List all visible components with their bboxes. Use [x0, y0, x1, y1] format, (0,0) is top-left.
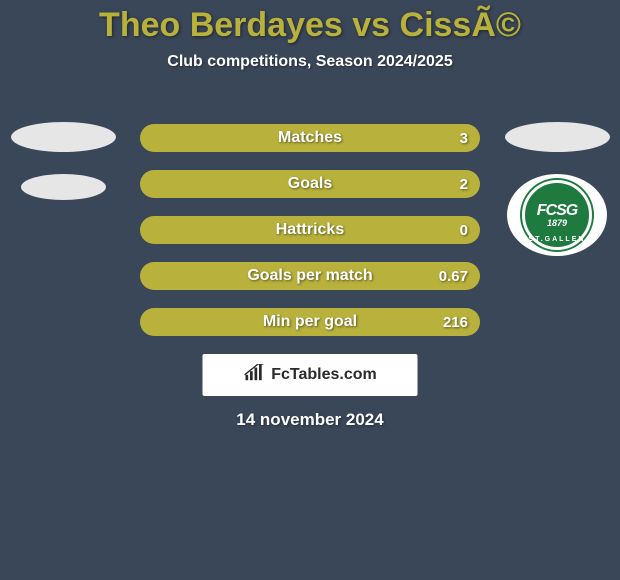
stat-bar: Matches 3 — [140, 124, 480, 152]
stat-label: Min per goal — [263, 313, 357, 331]
left-player-column — [8, 122, 118, 200]
player-photo-placeholder — [505, 122, 610, 152]
club-badge-placeholder — [21, 174, 106, 200]
club-year: 1879 — [547, 219, 567, 228]
right-player-column: FCSG 1879 ST.GALLEN — [502, 122, 612, 256]
stat-value: 0.67 — [439, 268, 468, 285]
club-abbrev: FCSG — [537, 203, 577, 219]
stat-label: Hattricks — [276, 221, 344, 239]
stat-value: 216 — [443, 314, 468, 331]
stat-bar: Hattricks 0 — [140, 216, 480, 244]
bar-chart-icon — [243, 364, 265, 387]
club-badge: FCSG 1879 ST.GALLEN — [507, 174, 607, 256]
stat-label: Goals per match — [247, 267, 372, 285]
stat-bar: Goals 2 — [140, 170, 480, 198]
stat-label: Matches — [278, 129, 342, 147]
date-text: 14 november 2024 — [236, 410, 383, 430]
attribution-text: FcTables.com — [271, 366, 377, 384]
stat-value: 0 — [460, 222, 468, 239]
page-title: Theo Berdayes vs CissÃ© — [0, 0, 620, 45]
stat-bar: Goals per match 0.67 — [140, 262, 480, 290]
stat-value: 3 — [460, 130, 468, 147]
stats-bars: Matches 3 Goals 2 Hattricks 0 Goals per match 0… — [140, 124, 480, 336]
page-subtitle: Club competitions, Season 2024/2025 — [0, 53, 620, 71]
club-name-bottom: ST.GALLEN — [529, 236, 586, 243]
attribution-box: FcTables.com — [203, 354, 418, 396]
club-badge-inner: FCSG 1879 ST.GALLEN — [522, 180, 592, 250]
stat-label: Goals — [288, 175, 332, 193]
stat-bar: Min per goal 216 — [140, 308, 480, 336]
player-photo-placeholder — [11, 122, 116, 152]
stat-value: 2 — [460, 176, 468, 193]
